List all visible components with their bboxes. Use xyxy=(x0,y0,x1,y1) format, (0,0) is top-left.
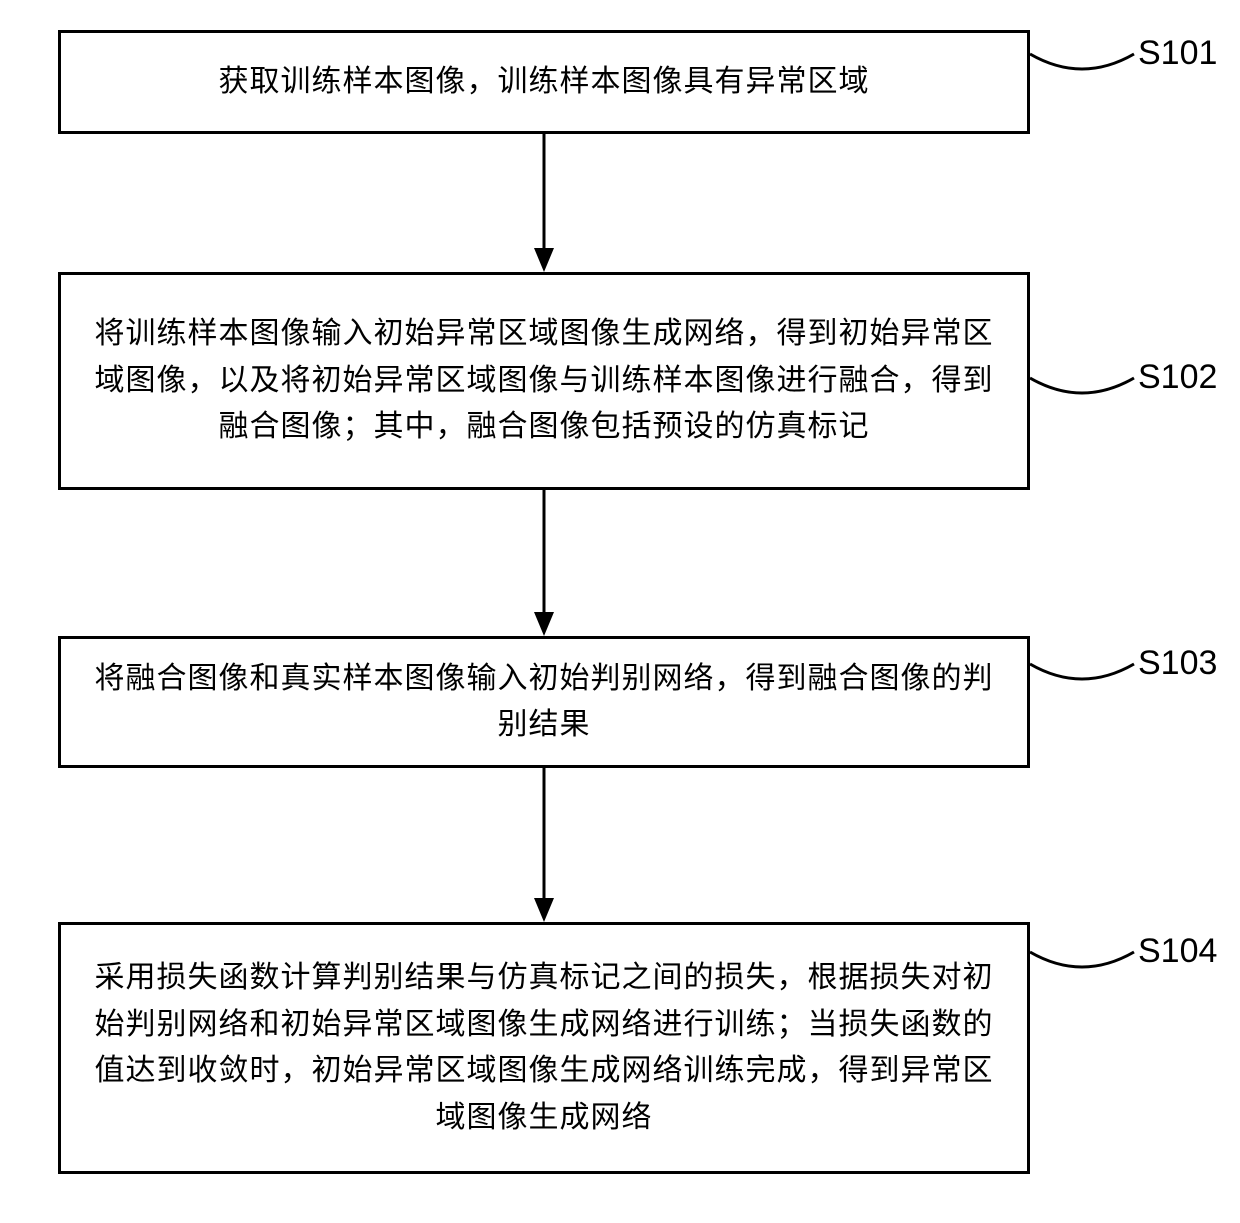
step-text-S104: 采用损失函数计算判别结果与仿真标记之间的损失，根据损失对初始判别网络和初始异常区… xyxy=(85,955,1003,1141)
step-box-S101: 获取训练样本图像，训练样本图像具有异常区域 xyxy=(58,30,1030,134)
label-connector-S102 xyxy=(1026,344,1138,416)
step-box-S102: 将训练样本图像输入初始异常区域图像生成网络，得到初始异常区域图像，以及将初始异常… xyxy=(58,272,1030,490)
connector-S102-S103 xyxy=(532,488,556,638)
connector-S101-S102 xyxy=(532,132,556,274)
label-connector-S104 xyxy=(1026,918,1138,990)
label-connector-S103 xyxy=(1026,630,1138,702)
step-label-S104: S104 xyxy=(1138,932,1217,971)
step-label-S102: S102 xyxy=(1138,358,1217,397)
step-text-S103: 将融合图像和真实样本图像输入初始判别网络，得到融合图像的判别结果 xyxy=(85,656,1003,749)
step-box-S104: 采用损失函数计算判别结果与仿真标记之间的损失，根据损失对初始判别网络和初始异常区… xyxy=(58,922,1030,1174)
step-box-S103: 将融合图像和真实样本图像输入初始判别网络，得到融合图像的判别结果 xyxy=(58,636,1030,768)
label-connector-S101 xyxy=(1026,20,1138,92)
flowchart-canvas: 获取训练样本图像，训练样本图像具有异常区域 S101 将训练样本图像输入初始异常区域… xyxy=(0,0,1240,1223)
step-label-S103: S103 xyxy=(1138,644,1217,683)
step-label-S101: S101 xyxy=(1138,34,1217,73)
connector-S103-S104 xyxy=(532,766,556,924)
step-text-S102: 将训练样本图像输入初始异常区域图像生成网络，得到初始异常区域图像，以及将初始异常… xyxy=(85,311,1003,451)
step-text-S101: 获取训练样本图像，训练样本图像具有异常区域 xyxy=(219,59,870,106)
